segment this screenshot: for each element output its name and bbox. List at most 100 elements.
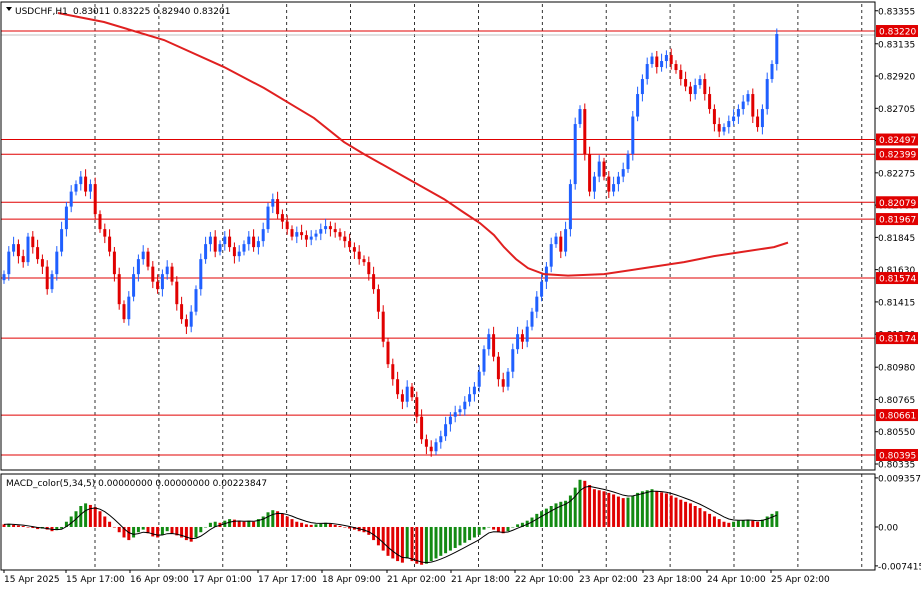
macd-bar [141,526,145,530]
candle-body [40,259,44,267]
candle-body [525,326,529,342]
macd-bar [338,525,342,527]
main-pane-frame [0,1,876,471]
candle-body [285,221,289,230]
macd-bar [717,519,721,527]
candle-body [640,79,644,95]
macd-bar [636,492,640,527]
candle-body [549,244,553,267]
macd-bar [31,526,35,529]
indicator-tick-label: -0.0074156 [878,562,921,572]
candle-body [444,424,448,437]
price-tick-label: 0.83355 [878,7,915,17]
macd-bar [645,490,649,527]
candle-body [223,236,227,245]
candle-body [228,236,232,248]
candle-body [132,274,136,297]
macd-bar [228,519,232,527]
macd-bar [535,513,539,527]
macd-bar [607,492,611,527]
candle-body [146,251,150,267]
price-tick-label: 0.83135 [878,40,915,50]
candle-body [621,169,625,177]
macd-bar [391,526,395,559]
candle-body [26,236,30,263]
macd-bar [564,500,568,527]
macd-bar [554,503,558,527]
candle-body [530,311,534,327]
candle-body [679,70,683,80]
macd-bar [472,526,476,538]
level-label: 0.81967 [879,216,916,226]
macd-bar [300,522,304,527]
candle-body [439,436,443,443]
macd-bar [132,526,136,538]
macd-bar [256,519,260,527]
candle-body [669,55,673,65]
level-label: 0.81574 [879,275,916,285]
macd-bar [540,511,544,527]
macd-bar [122,526,126,538]
level-label-box [876,409,918,422]
candle-body [93,184,97,215]
candle-body [626,154,630,170]
candle-body [434,442,438,452]
macd-bar [463,526,467,543]
macd-bar [127,526,131,541]
candle-body [453,412,457,417]
candle-body [117,274,121,305]
candle-body [516,334,520,350]
macd-bar [434,526,438,559]
macd-bar [669,495,673,527]
candle-body [597,161,601,177]
candle-body [559,236,563,252]
candle-body [703,79,707,95]
macd-bar [314,524,318,527]
macd-bar [276,511,280,527]
candle-body [391,364,395,380]
candle-body [554,236,558,245]
macd-bar [746,519,750,527]
candle-body [31,236,35,248]
candle-body [583,109,587,155]
candle-body [386,341,390,365]
level-labels: 0.83220 0.82497 0.82399 0.82079 0.81967 0.815… [876,25,918,461]
candle-body [64,206,68,230]
macd-bar [304,524,308,527]
level-label: 0.82079 [879,199,916,209]
macd-bar [770,513,774,527]
macd-bar [573,487,577,527]
macd-bar [271,510,275,527]
price-tick-label: 0.80980 [878,364,915,374]
macd-bar [429,526,433,562]
candle-body [88,184,92,192]
candle-body [184,319,188,327]
candle-body [770,64,774,80]
macd-bar [698,508,702,527]
symbol-header: USDCHF,H1 [15,7,68,17]
candle-body [16,244,20,257]
candle-body [501,379,505,387]
candle-body [165,266,169,275]
level-label-box [876,272,918,285]
candle-body [684,79,688,87]
candle-body [271,199,275,207]
price-tick-label: 0.82275 [878,169,915,179]
macd-bar [376,526,380,546]
level-label-box [876,133,918,146]
level-label-box [876,25,918,38]
macd-bar [511,526,515,528]
macd-bar [170,526,174,534]
candle-body [60,229,64,252]
candle-body [664,55,668,62]
candle-body [352,247,356,252]
dropdown-triangle-icon[interactable] [6,7,12,11]
candle-body [151,266,155,282]
level-label-box [876,448,918,461]
macd-bar [640,491,644,527]
candle-body [424,439,428,447]
candle-body [280,214,284,222]
candle-body [367,262,371,275]
indicator-tick-label: 0.0093575 [878,474,921,484]
